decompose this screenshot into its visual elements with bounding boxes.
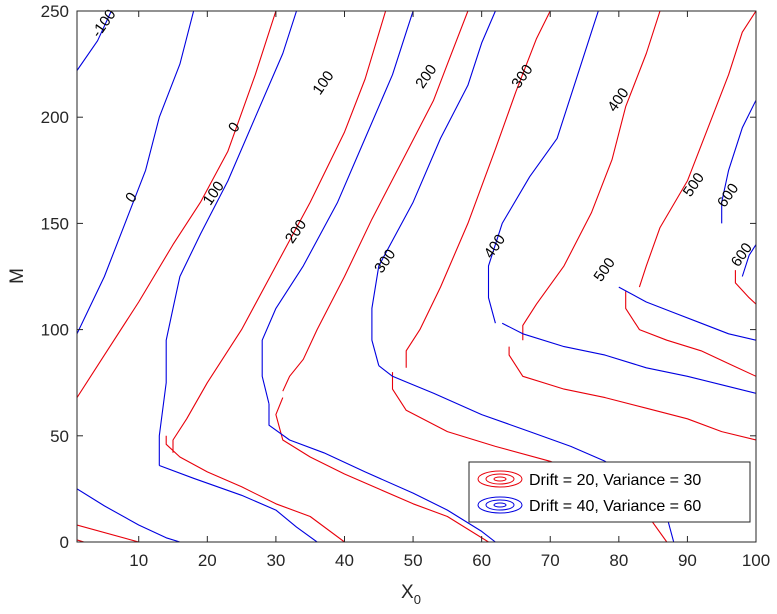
y-tick-label: 0 — [60, 533, 69, 552]
contour-line — [261, 11, 414, 405]
contour-line — [734, 270, 756, 305]
plot-frame — [76, 10, 757, 543]
contour-line — [508, 346, 756, 441]
contour-line — [172, 11, 387, 453]
x-axis-label: X0 — [401, 582, 421, 607]
contour-line — [77, 11, 112, 71]
x-tick-label: 50 — [404, 551, 423, 570]
contour-line — [275, 397, 489, 542]
contour-line — [405, 11, 551, 368]
legend-contour-icon — [477, 496, 523, 514]
y-axis-label: M — [7, 268, 28, 284]
y-tick-label: 200 — [41, 108, 69, 127]
y-tick-label: 50 — [50, 427, 69, 446]
contour-line — [77, 11, 195, 335]
contour-line — [77, 488, 181, 542]
x-tick-label: 90 — [678, 551, 697, 570]
x-tick-label: 70 — [541, 551, 560, 570]
contour-line — [487, 11, 599, 324]
contour-line — [77, 539, 86, 542]
contour-line — [165, 435, 345, 542]
x-tick-label: 30 — [266, 551, 285, 570]
legend-label: Drift = 20, Variance = 30 — [529, 472, 701, 489]
contour-line — [282, 11, 469, 392]
legend-label: Drift = 40, Variance = 60 — [529, 498, 701, 515]
x-tick-label: 80 — [609, 551, 628, 570]
contour-line — [721, 99, 756, 224]
x-axis-ticks: 10 20 30 40 50 60 70 80 90 100 — [129, 11, 770, 570]
x-tick-label: 100 — [742, 551, 770, 570]
legend: Drift = 20, Variance = 30 Drift = 40, Var… — [468, 461, 751, 523]
x-axis-label-subscript: 0 — [414, 592, 421, 607]
x-tick-label: 10 — [129, 551, 148, 570]
contour-line — [77, 524, 139, 542]
y-tick-label: 100 — [41, 321, 69, 340]
x-tick-label: 60 — [472, 551, 491, 570]
contour-line — [625, 291, 756, 377]
contour-line — [77, 11, 277, 398]
x-tick-label: 20 — [198, 551, 217, 570]
contour-line — [522, 11, 661, 341]
contour-line — [501, 322, 756, 394]
y-tick-label: 250 — [41, 2, 69, 21]
contour-line — [268, 403, 496, 542]
contour-line — [159, 464, 318, 542]
contour-line — [638, 11, 756, 288]
contour-line — [618, 286, 756, 341]
y-tick-label: 150 — [41, 214, 69, 233]
x-tick-label: 40 — [335, 551, 354, 570]
contour-line — [158, 11, 298, 466]
y-axis-ticks: 0 50 100 150 200 250 — [41, 2, 756, 552]
contour-line — [371, 11, 496, 366]
legend-box — [468, 461, 751, 523]
contour-line — [741, 244, 756, 277]
legend-contour-icon — [477, 470, 523, 488]
